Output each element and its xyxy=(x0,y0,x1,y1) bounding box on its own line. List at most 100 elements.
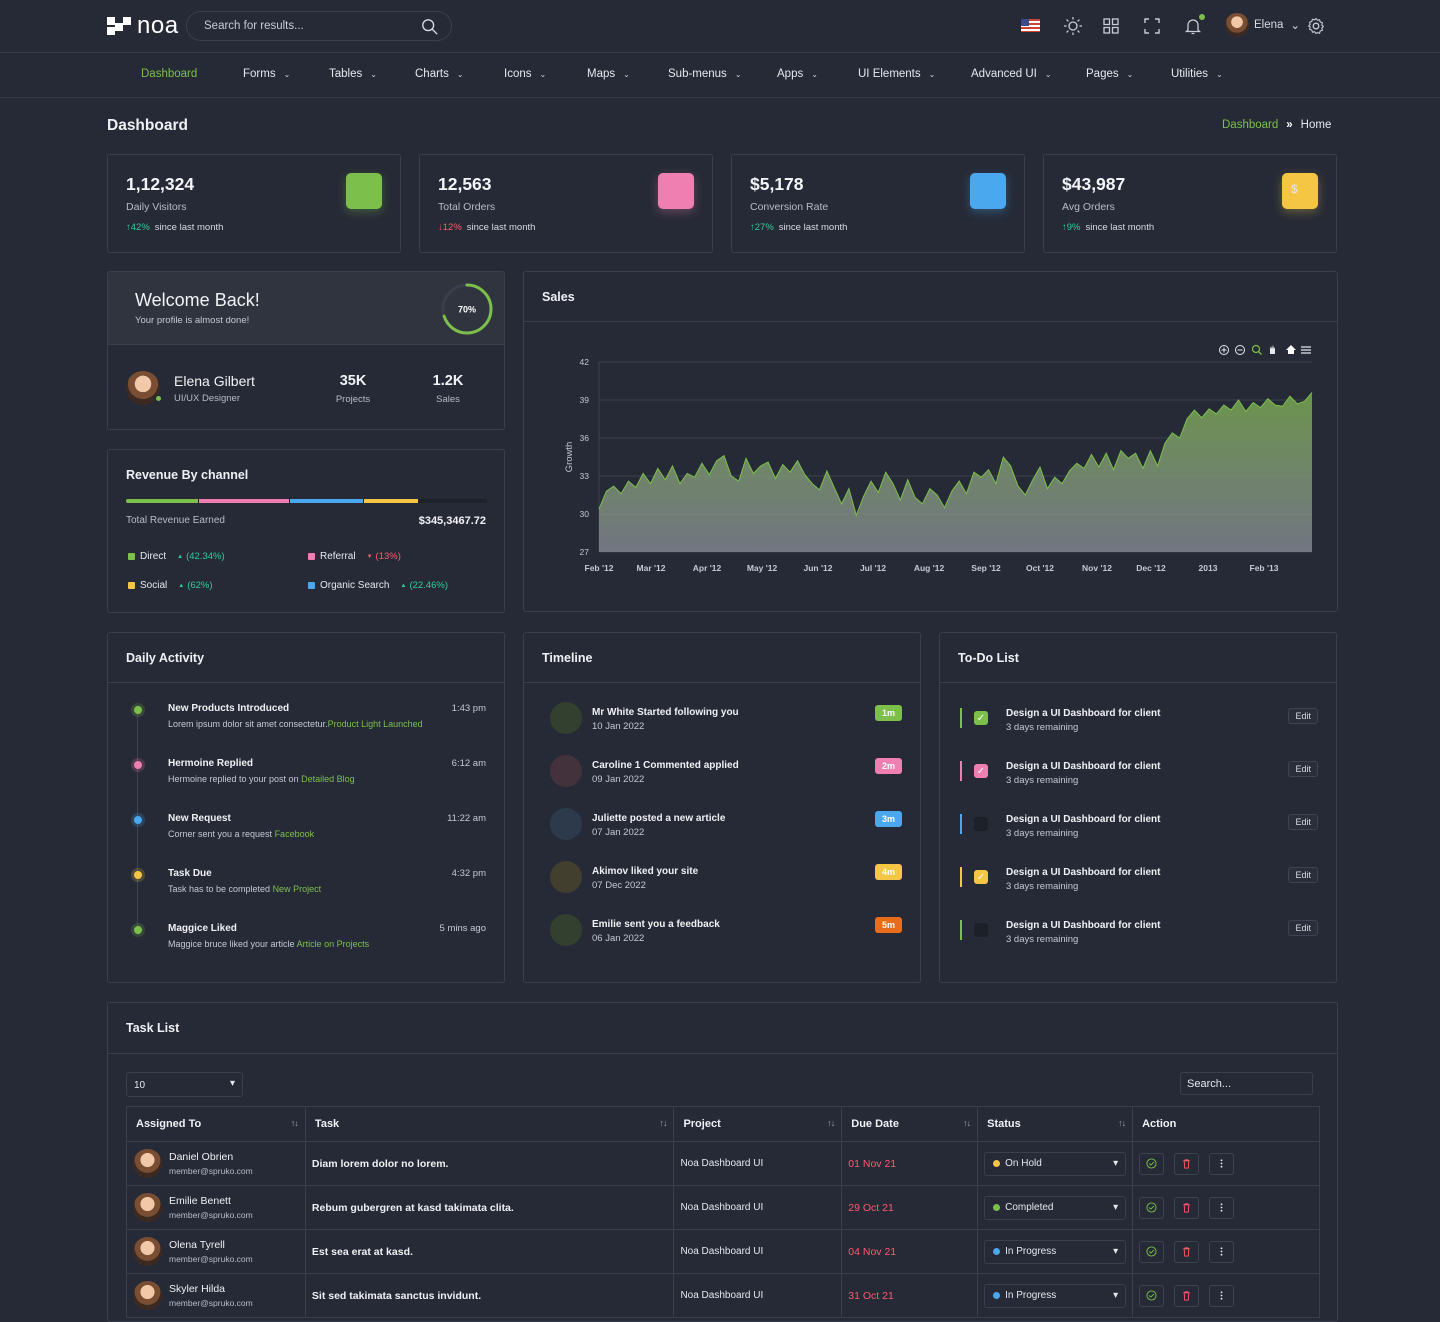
chevron-down-icon: ⌄ xyxy=(811,69,818,79)
fullscreen-icon[interactable] xyxy=(1142,16,1162,36)
nav-item-ui-elements[interactable]: UI Elements ⌄ xyxy=(836,66,935,82)
todo-color-bar xyxy=(960,867,962,887)
todo-checkbox[interactable] xyxy=(974,817,988,831)
nav-item-sub-menus[interactable]: Sub-menus ⌄ xyxy=(646,66,742,82)
apps-grid-icon[interactable] xyxy=(1101,16,1121,36)
approve-check-icon[interactable] xyxy=(1139,1284,1165,1307)
activity-link[interactable]: Product Light Launched xyxy=(327,719,423,729)
status-select[interactable]: Completed xyxy=(984,1195,1127,1220)
approve-check-icon[interactable] xyxy=(1139,1196,1165,1219)
column-header[interactable]: Assigned To ↑↓ xyxy=(126,1106,306,1142)
nav-item-pages[interactable]: Pages ⌄ xyxy=(1064,66,1133,82)
main-nav: Dashboard Forms ⌄ Tables ⌄ Charts ⌄ Icons ⌄ Maps ⌄… xyxy=(0,54,1440,98)
cell-project: Noa Dashboard UI xyxy=(673,1141,843,1186)
logo[interactable]: noa xyxy=(107,14,179,38)
cell-due-date: 29 Oct 21 xyxy=(841,1185,979,1230)
activity-link[interactable]: Facebook xyxy=(274,829,315,839)
card-header: Sales xyxy=(524,272,1337,322)
todo-checkbox[interactable] xyxy=(974,923,988,937)
more-options-icon[interactable] xyxy=(1209,1152,1235,1175)
column-header[interactable]: Status ↑↓ xyxy=(977,1106,1134,1142)
sort-icon[interactable]: ↑↓ xyxy=(1118,1118,1126,1128)
sort-icon[interactable]: ↑↓ xyxy=(659,1118,667,1128)
zoom-out-icon[interactable] xyxy=(1235,345,1245,355)
timeline-item: Mr White Started following you 10 Jan 202… xyxy=(550,702,902,742)
timeline-card: Timeline Mr White Started following you 1… xyxy=(523,632,921,983)
theme-toggle-icon[interactable] xyxy=(1063,16,1083,36)
timeline-date: 06 Jan 2022 xyxy=(592,933,645,944)
nav-item-dashboard[interactable]: Dashboard xyxy=(119,66,197,82)
language-flag-icon[interactable] xyxy=(1021,19,1040,32)
sort-icon[interactable]: ↑↓ xyxy=(963,1118,971,1128)
breadcrumb-link[interactable]: Dashboard xyxy=(1222,119,1279,131)
delete-trash-icon[interactable] xyxy=(1174,1284,1200,1307)
timeline-icon-circle xyxy=(550,755,582,787)
column-header[interactable]: Due Date ↑↓ xyxy=(841,1106,979,1142)
activity-link[interactable]: Detailed Blog xyxy=(301,774,355,784)
todo-edit-button[interactable]: Edit xyxy=(1288,708,1318,724)
todo-edit-button[interactable]: Edit xyxy=(1288,761,1318,777)
nav-item-icons[interactable]: Icons ⌄ xyxy=(482,66,546,82)
notification-bell-icon[interactable] xyxy=(1183,16,1203,36)
nav-item-apps[interactable]: Apps ⌄ xyxy=(755,66,818,82)
status-select[interactable]: In Progress xyxy=(984,1283,1127,1308)
cell-project: Noa Dashboard UI xyxy=(673,1229,843,1274)
nav-item-tables[interactable]: Tables ⌄ xyxy=(307,66,377,82)
column-header[interactable]: Project ↑↓ xyxy=(673,1106,843,1142)
welcome-subtitle: Your profile is almost done! xyxy=(135,315,250,326)
svg-text:$: $ xyxy=(1291,182,1298,196)
delete-trash-icon[interactable] xyxy=(1174,1196,1200,1219)
nav-item-advanced-ui[interactable]: Advanced UI ⌄ xyxy=(949,66,1052,82)
status-select[interactable]: On Hold xyxy=(984,1151,1127,1176)
column-header[interactable]: Action xyxy=(1132,1106,1320,1142)
todo-checkbox[interactable]: ✓ xyxy=(974,764,988,778)
todo-edit-button[interactable]: Edit xyxy=(1288,814,1318,830)
search-input[interactable]: Search for results... xyxy=(186,11,452,41)
x-tick-label: May '12 xyxy=(747,563,778,573)
search-icon[interactable] xyxy=(421,18,439,36)
activity-desc: Hermoine replied to your post on xyxy=(168,774,302,784)
more-options-icon[interactable] xyxy=(1209,1240,1235,1263)
sales-stat: 1.2K Sales xyxy=(418,373,478,405)
assignee-name: Olena Tyrell xyxy=(169,1239,225,1251)
activity-link[interactable]: Article on Projects xyxy=(296,939,370,949)
row-actions xyxy=(1139,1284,1313,1307)
status-select[interactable]: In Progress xyxy=(984,1239,1127,1264)
more-options-icon[interactable] xyxy=(1209,1196,1235,1219)
pan-hand-icon[interactable] xyxy=(1270,345,1275,354)
table-search-input[interactable]: Search... xyxy=(1180,1072,1313,1095)
zoom-in-icon[interactable] xyxy=(1219,345,1229,355)
cell-status: On Hold xyxy=(977,1141,1134,1186)
x-tick-label: Jun '12 xyxy=(804,563,833,573)
sort-icon[interactable]: ↑↓ xyxy=(290,1118,299,1128)
nav-item-maps[interactable]: Maps ⌄ xyxy=(565,66,630,82)
assignee-email: member@spruko.com xyxy=(169,1254,253,1264)
cell-due-date: 31 Oct 21 xyxy=(841,1273,979,1318)
todo-subtitle: 3 days remaining xyxy=(1006,775,1079,786)
user-menu[interactable]: Elena ⌄ xyxy=(1225,13,1300,37)
activity-link[interactable]: New Project xyxy=(272,884,322,894)
column-header[interactable]: Task ↑↓ xyxy=(304,1106,675,1142)
approve-check-icon[interactable] xyxy=(1139,1152,1165,1175)
nav-item-utilities[interactable]: Utilities ⌄ xyxy=(1149,66,1223,82)
settings-gear-icon[interactable] xyxy=(1306,16,1326,36)
more-options-icon[interactable] xyxy=(1209,1284,1235,1307)
page-size-select[interactable]: 10 xyxy=(126,1072,243,1097)
todo-checkbox[interactable]: ✓ xyxy=(974,870,988,884)
activity-text: Maggice bruce liked your article Article… xyxy=(168,939,369,949)
todo-edit-button[interactable]: Edit xyxy=(1288,867,1318,883)
legend-percent: (22.46%) xyxy=(409,580,448,591)
chart-menu-icon[interactable] xyxy=(1301,346,1311,354)
todo-checkbox[interactable]: ✓ xyxy=(974,711,988,725)
timeline-item: Caroline 1 Commented applied 09 Jan 2022 2… xyxy=(550,755,902,795)
bag-icon xyxy=(667,182,685,200)
sort-icon[interactable]: ↑↓ xyxy=(827,1118,835,1128)
zoom-select-icon[interactable] xyxy=(1251,344,1262,355)
approve-check-icon[interactable] xyxy=(1139,1240,1165,1263)
delete-trash-icon[interactable] xyxy=(1174,1240,1200,1263)
reset-home-icon[interactable] xyxy=(1286,345,1296,354)
todo-edit-button[interactable]: Edit xyxy=(1288,920,1318,936)
nav-item-charts[interactable]: Charts ⌄ xyxy=(393,66,464,82)
delete-trash-icon[interactable] xyxy=(1174,1152,1200,1175)
nav-item-forms[interactable]: Forms ⌄ xyxy=(221,66,290,82)
